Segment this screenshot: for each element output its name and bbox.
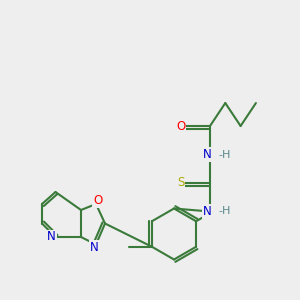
Text: N: N <box>203 148 212 161</box>
Text: -H: -H <box>219 149 231 160</box>
Text: O: O <box>176 119 185 133</box>
Text: O: O <box>93 194 102 208</box>
Text: -H: -H <box>219 206 231 217</box>
Text: S: S <box>177 176 184 190</box>
Text: N: N <box>203 205 212 218</box>
Text: N: N <box>90 241 99 254</box>
Text: N: N <box>47 230 56 244</box>
